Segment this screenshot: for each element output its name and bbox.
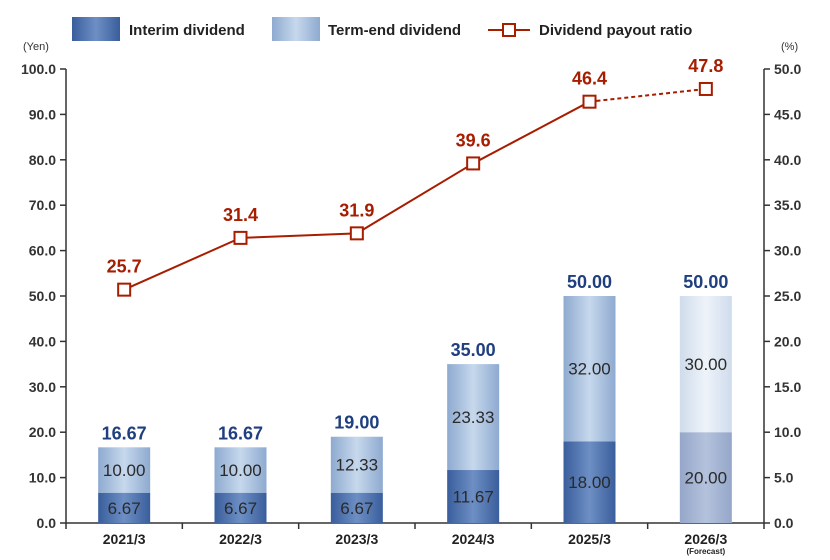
y-tick-label-left: 0.0 [37,515,57,531]
y-tick-label-right: 30.0 [774,243,801,259]
y-tick-label-right: 10.0 [774,424,801,440]
x-tick-label: 2025/3 [568,531,611,547]
y-tick-label-left: 80.0 [29,152,56,168]
y-axis-unit-left: (Yen) [23,41,49,53]
y-tick-label-right: 5.0 [774,470,794,486]
y-tick-label-left: 90.0 [29,106,56,122]
bar-total-label: 16.67 [102,423,147,443]
y-axis-right-ticks: 0.0 5.0 10.0 15.0 20.0 25.0 30.0 35.0 40.0 45.0 50… [764,61,801,531]
y-tick-label-right: 45.0 [774,106,801,122]
payout-ratio-segment [123,236,241,291]
bar-label-term-end: 32.00 [568,360,611,379]
payout-ratio-marker [349,226,364,241]
y-tick-label-right: 40.0 [774,152,801,168]
y-tick-label-left: 40.0 [29,333,56,349]
bar-label-term-end: 10.00 [103,461,146,480]
payout-ratio-segment [589,87,706,103]
payout-ratio-label: 46.4 [572,69,607,89]
payout-ratio-label: 25.7 [107,257,142,277]
bar-total-label: 35.00 [451,340,496,360]
bar-interim [447,470,500,523]
bar-interim [98,492,151,523]
legend-swatch-term-end [272,17,320,41]
bar-term-end [98,447,151,493]
y-tick-label-left: 30.0 [29,379,56,395]
y-tick-label-left: 50.0 [29,288,56,304]
bar-interim [679,432,732,523]
payout-ratio-marker [117,282,132,297]
bar-total-label: 19.00 [334,413,379,433]
legend-label-interim: Interim dividend [129,22,245,39]
x-tick-sublabel: (Forecast) [686,547,725,556]
y-tick-label-left: 10.0 [29,470,56,486]
bar-label-term-end: 10.00 [219,461,262,480]
y-tick-label-left: 60.0 [29,243,56,259]
legend-label-term-end: Term-end dividend [328,22,461,39]
bar-term-end [330,436,383,493]
x-tick-label: 2024/3 [452,531,495,547]
payout-ratio-marker [698,81,713,96]
payout-ratio-label: 31.4 [223,205,258,225]
x-tick-label: 2023/3 [335,531,378,547]
x-tick-label: 2021/3 [103,531,146,547]
y-axis-unit-right: (%) [781,41,798,53]
bar-label-interim: 6.67 [224,499,257,518]
bar-label-term-end: 23.33 [452,408,495,427]
bar-label-term-end: 12.33 [336,456,379,475]
payout-ratio-label: 39.6 [456,130,491,150]
y-tick-label-right: 25.0 [774,288,801,304]
x-tick-label: 2026/3 [684,531,727,547]
legend: Interim dividend Term-end dividend Divid… [72,17,692,41]
y-tick-label-right: 20.0 [774,333,801,349]
payout-ratio-segment [472,100,590,165]
y-tick-label-right: 0.0 [774,515,794,531]
bar-label-interim: 20.00 [685,469,728,488]
payout-ratio-line: 25.7 31.4 31.9 39.6 46.4 47.8 [107,56,723,297]
y-tick-label-right: 15.0 [774,379,801,395]
axes [65,69,765,524]
bar-interim [214,492,267,523]
bar-total-label: 50.00 [567,272,612,292]
x-tick-label: 2022/3 [219,531,262,547]
legend-marker-payout [502,23,516,37]
x-axis-ticks: 2021/3 2022/3 2023/3 2024/3 2025/3 2026/3(For… [65,523,765,556]
y-axis-left-ticks: 0.0 10.0 20.0 30.0 40.0 50.0 60.0 70.0 80.0 90.0 1… [21,61,66,531]
payout-ratio-marker [233,230,248,245]
payout-ratio-marker [466,156,481,171]
bars: 6.67 10.00 16.67 6.67 10.00 16.67 6.67 12.33 19.… [98,272,732,523]
payout-ratio-label: 47.8 [688,56,723,76]
bar-label-interim: 11.67 [453,488,494,507]
bar-label-term-end: 30.00 [685,355,728,374]
payout-ratio-label: 31.9 [339,200,374,220]
bar-interim [563,441,616,523]
y-tick-label-left: 100.0 [21,61,56,77]
y-tick-label-right: 35.0 [774,197,801,213]
bar-term-end [679,296,732,433]
y-tick-label-left: 70.0 [29,197,56,213]
bar-term-end [447,364,500,471]
payout-ratio-segment [240,232,357,239]
payout-ratio-segment [356,162,474,235]
bar-total-label: 50.00 [683,272,728,292]
bar-label-interim: 18.00 [568,473,611,492]
bar-total-label: 16.67 [218,423,263,443]
legend-label-payout: Dividend payout ratio [539,22,692,39]
y-tick-label-right: 50.0 [774,61,801,77]
y-tick-label-left: 20.0 [29,424,56,440]
bar-term-end [563,296,616,442]
legend-swatch-interim [72,17,120,41]
bar-label-interim: 6.67 [340,499,373,518]
bar-interim [330,492,383,523]
payout-ratio-marker [582,94,597,109]
bar-term-end [214,447,267,493]
bar-label-interim: 6.67 [108,499,141,518]
